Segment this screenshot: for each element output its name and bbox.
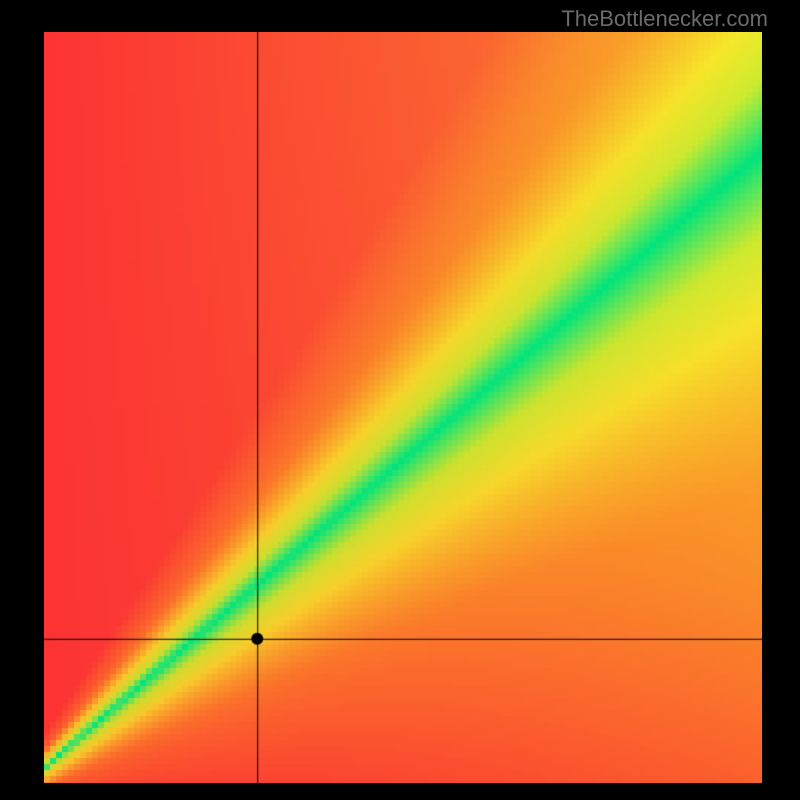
heatmap-canvas — [44, 32, 762, 783]
watermark-text: TheBottlenecker.com — [561, 6, 768, 32]
chart-frame: TheBottlenecker.com — [0, 0, 800, 800]
